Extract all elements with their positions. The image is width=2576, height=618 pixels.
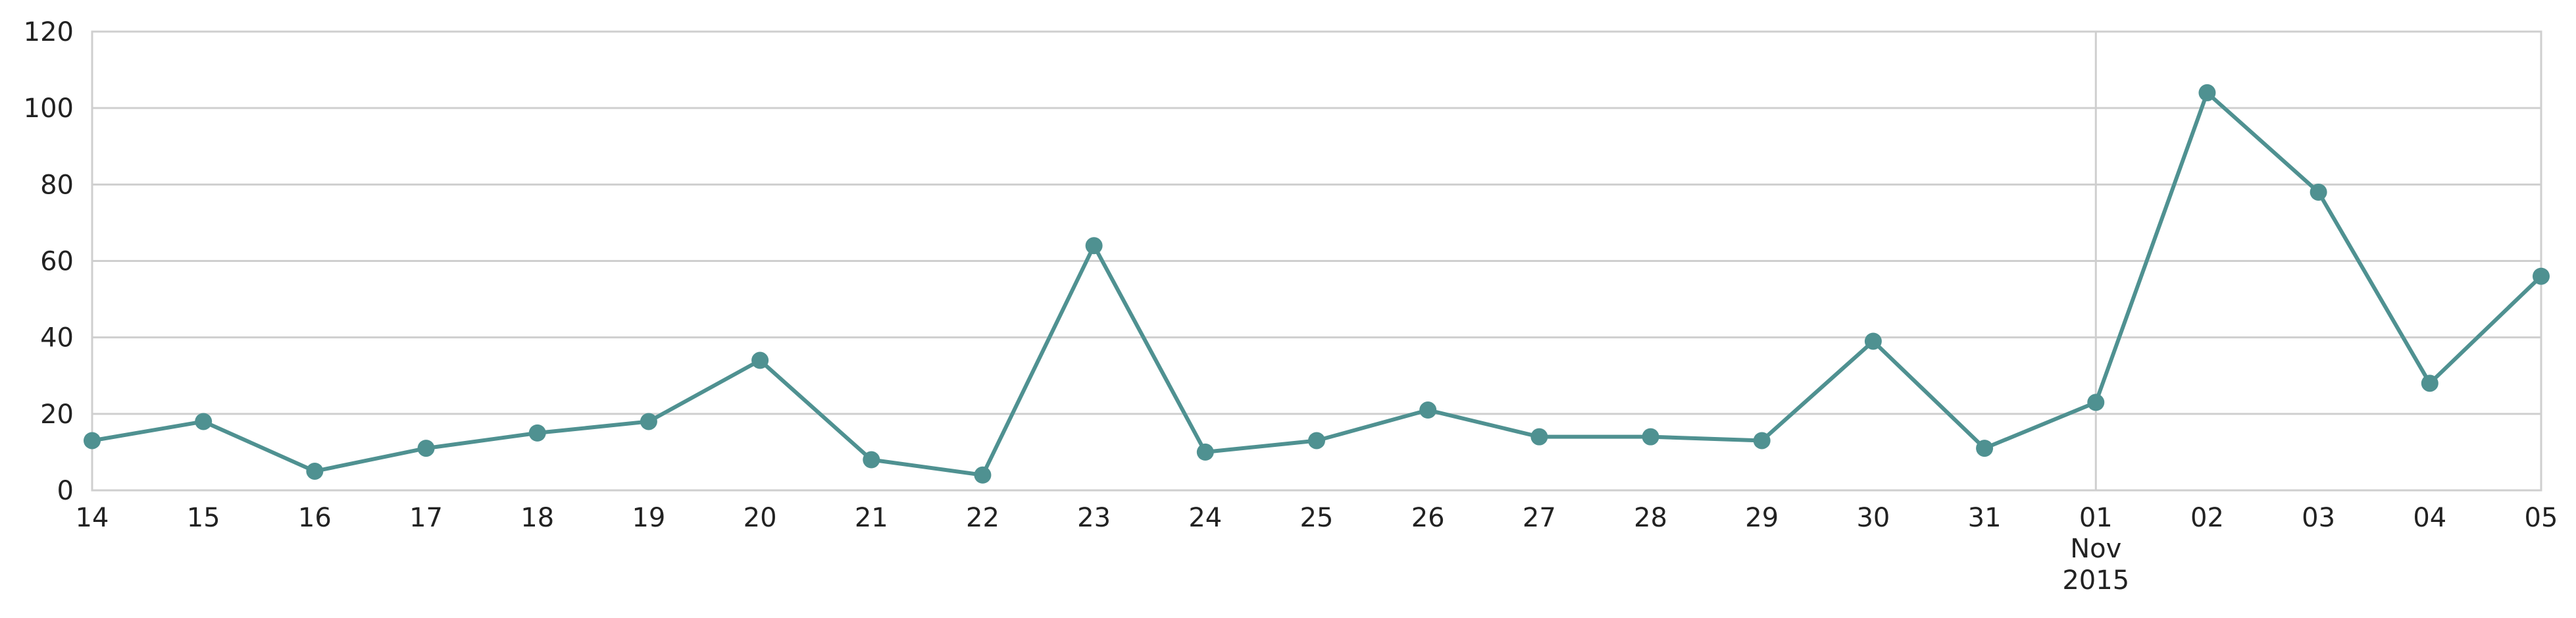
x-tick-label-01: 01 — [2079, 503, 2113, 533]
x-axis-tick-labels: 14 15 16 17 18 19 20 21 22 23 24 25 26 27 28 29 30 31 01 02… — [76, 503, 2558, 533]
x-tick-label-27: 27 — [1523, 503, 1556, 533]
x-axis-month-label: Nov — [2070, 534, 2121, 564]
data-point-26 — [1419, 401, 1437, 419]
x-tick-label-02: 02 — [2190, 503, 2224, 533]
x-tick-label-03: 03 — [2302, 503, 2335, 533]
data-point-18 — [528, 424, 546, 442]
y-axis-tick-labels: 0 20 40 60 80 100 120 — [24, 17, 74, 506]
y-tick-label-60: 60 — [40, 247, 74, 277]
data-point-22 — [974, 466, 992, 484]
x-tick-label-04: 04 — [2413, 503, 2446, 533]
data-point-05 — [2533, 267, 2550, 285]
gridlines — [92, 30, 2541, 492]
x-tick-label-16: 16 — [298, 503, 332, 533]
x-tick-label-29: 29 — [1745, 503, 1779, 533]
data-point-14 — [84, 432, 101, 450]
x-tick-label-24: 24 — [1188, 503, 1222, 533]
series-line — [90, 90, 2543, 477]
y-tick-label-20: 20 — [40, 399, 74, 430]
data-point-28 — [1642, 428, 1659, 446]
data-point-03 — [2310, 183, 2327, 201]
x-tick-label-30: 30 — [1856, 503, 1890, 533]
x-tick-label-21: 21 — [855, 503, 888, 533]
data-point-30 — [1864, 332, 1882, 350]
data-point-19 — [640, 413, 657, 430]
data-point-21 — [863, 451, 880, 469]
data-point-25 — [1308, 432, 1325, 450]
data-point-27 — [1530, 428, 1548, 446]
data-point-29 — [1753, 432, 1771, 450]
x-tick-label-17: 17 — [409, 503, 443, 533]
y-tick-label-0: 0 — [57, 476, 74, 506]
x-tick-label-31: 31 — [1968, 503, 2002, 533]
data-point-17 — [417, 440, 435, 457]
data-point-31 — [1976, 440, 1994, 457]
x-tick-label-20: 20 — [744, 503, 777, 533]
y-tick-label-40: 40 — [40, 323, 74, 353]
x-axis-year-label: 2015 — [2062, 565, 2129, 596]
y-tick-label-80: 80 — [40, 170, 74, 200]
data-point-04 — [2421, 374, 2438, 392]
data-point-20 — [751, 351, 769, 369]
x-tick-label-05: 05 — [2525, 503, 2558, 533]
y-tick-label-120: 120 — [24, 17, 74, 47]
data-point-24 — [1196, 443, 1214, 461]
plot-frame — [91, 30, 2542, 492]
x-tick-label-19: 19 — [632, 503, 665, 533]
data-points — [84, 84, 2550, 484]
x-tick-label-28: 28 — [1634, 503, 1667, 533]
x-tick-label-25: 25 — [1300, 503, 1334, 533]
x-tick-label-15: 15 — [187, 503, 220, 533]
data-point-02 — [2198, 84, 2216, 101]
x-tick-label-23: 23 — [1077, 503, 1111, 533]
data-point-23 — [1085, 237, 1103, 255]
x-tick-label-14: 14 — [76, 503, 109, 533]
y-tick-label-100: 100 — [24, 93, 74, 124]
x-tick-label-18: 18 — [520, 503, 554, 533]
x-tick-label-26: 26 — [1411, 503, 1445, 533]
data-point-01 — [2087, 394, 2105, 411]
data-point-16 — [306, 462, 324, 480]
x-tick-label-22: 22 — [966, 503, 999, 533]
data-point-15 — [195, 413, 213, 430]
